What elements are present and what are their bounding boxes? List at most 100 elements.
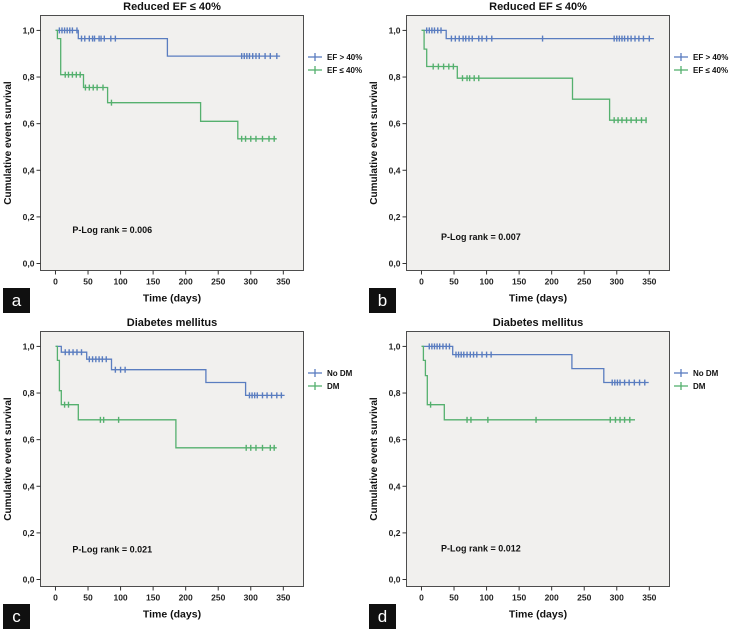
survival-curve <box>421 345 635 421</box>
x-tick-label: 250 <box>211 593 225 603</box>
chart-title: Diabetes mellitus <box>493 317 583 329</box>
y-tick-label: 0,8 <box>389 388 401 398</box>
y-tick-label: 1,0 <box>23 341 35 351</box>
y-tick-label: 0,4 <box>389 481 401 491</box>
legend-label: No DM <box>693 369 719 378</box>
y-tick-label: 0,8 <box>23 72 35 82</box>
km-chart-reduced-ef-2: 0 50 100 150 200 250 300 350 0,0 0,2 0,4 0,6 0,8 1,0 R… <box>369 1 728 305</box>
survival-curve <box>55 345 277 449</box>
p-value-annotation: P-Log rank = 0.007 <box>441 232 521 242</box>
x-tick-label: 50 <box>449 593 459 603</box>
y-tick-label: 0,6 <box>389 119 401 129</box>
survival-curve <box>421 345 649 384</box>
x-tick-label: 250 <box>211 277 225 287</box>
km-chart-diabetes-2: 0 50 100 150 200 250 300 350 0,0 0,2 0,4 0,6 0,8 1,0 D… <box>369 317 719 621</box>
y-tick-label: 0,2 <box>23 212 35 222</box>
y-tick-label: 0,8 <box>389 72 401 82</box>
legend-label: DM <box>327 382 340 391</box>
panel-letter-badge: a <box>3 288 30 313</box>
x-tick-label: 50 <box>83 277 93 287</box>
chart-title: Diabetes mellitus <box>127 317 217 329</box>
y-tick-label: 0,0 <box>23 259 35 269</box>
x-axis-label: Time (days) <box>143 293 201 305</box>
x-tick-label: 50 <box>449 277 459 287</box>
x-tick-label: 0 <box>419 277 424 287</box>
x-tick-label: 100 <box>113 593 127 603</box>
x-tick-label: 350 <box>276 593 290 603</box>
plot-area <box>40 331 304 587</box>
legend-label: EF > 40% <box>693 53 728 62</box>
x-tick-label: 50 <box>83 593 93 603</box>
p-value-annotation: P-Log rank = 0.006 <box>72 225 152 235</box>
p-value-annotation: P-Log rank = 0.012 <box>441 544 521 554</box>
survival-curve <box>55 345 285 397</box>
chart-title: Reduced EF ≤ 40% <box>123 1 221 13</box>
y-tick-label: 0,0 <box>389 575 401 585</box>
y-tick-label: 0,4 <box>23 481 35 491</box>
panel-c: 0 50 100 150 200 250 300 350 0,0 0,2 0,4 0,6 0,8 1,0 D… <box>0 316 366 631</box>
x-axis-label: Time (days) <box>509 609 567 621</box>
y-tick-label: 0,6 <box>389 435 401 445</box>
x-axis-label: Time (days) <box>143 609 201 621</box>
y-axis-label: Cumulative event survival <box>3 397 14 521</box>
x-axis-label: Time (days) <box>509 293 567 305</box>
y-tick-label: 0,4 <box>23 165 35 175</box>
legend-label: EF ≤ 40% <box>327 66 362 75</box>
y-tick-label: 0,2 <box>389 212 401 222</box>
x-tick-label: 150 <box>512 277 526 287</box>
legend-label: DM <box>693 382 706 391</box>
x-tick-label: 200 <box>545 277 559 287</box>
panel-d: 0 50 100 150 200 250 300 350 0,0 0,2 0,4 0,6 0,8 1,0 D… <box>366 316 732 631</box>
y-tick-label: 1,0 <box>23 25 35 35</box>
x-tick-label: 200 <box>545 593 559 603</box>
y-tick-label: 0,8 <box>23 388 35 398</box>
y-axis-label: Cumulative event survival <box>369 81 380 205</box>
panel-b: 0 50 100 150 200 250 300 350 0,0 0,2 0,4 0,6 0,8 1,0 R… <box>366 0 732 315</box>
panel-letter-badge: c <box>3 604 30 629</box>
survival-curve <box>421 29 647 121</box>
legend-label: EF > 40% <box>327 53 362 62</box>
x-tick-label: 300 <box>244 593 258 603</box>
x-tick-label: 150 <box>146 593 160 603</box>
x-tick-label: 150 <box>146 277 160 287</box>
panel-a: 0 50 100 150 200 250 300 350 0,0 0,2 0,4 0,6 0,8 1,0 R… <box>0 0 366 315</box>
y-tick-label: 0,4 <box>389 165 401 175</box>
x-tick-label: 350 <box>642 277 656 287</box>
x-tick-label: 100 <box>479 277 493 287</box>
x-tick-label: 0 <box>419 593 424 603</box>
km-chart-diabetes-1: 0 50 100 150 200 250 300 350 0,0 0,2 0,4 0,6 0,8 1,0 D… <box>3 317 353 621</box>
x-tick-label: 0 <box>53 593 58 603</box>
y-tick-label: 0,2 <box>389 528 401 538</box>
y-axis-label: Cumulative event survival <box>3 81 14 205</box>
chart-title: Reduced EF ≤ 40% <box>489 1 587 13</box>
x-tick-label: 200 <box>179 593 193 603</box>
y-tick-label: 0,6 <box>23 119 35 129</box>
y-tick-label: 0,0 <box>389 259 401 269</box>
survival-curve <box>55 29 281 57</box>
plot-area <box>406 15 670 271</box>
x-tick-label: 350 <box>642 593 656 603</box>
x-tick-label: 150 <box>512 593 526 603</box>
plot-area <box>406 331 670 587</box>
x-tick-label: 300 <box>610 277 624 287</box>
x-tick-label: 200 <box>179 277 193 287</box>
x-tick-label: 300 <box>610 593 624 603</box>
survival-curve <box>55 29 277 140</box>
panel-letter-badge: d <box>369 604 396 629</box>
x-tick-label: 100 <box>113 277 127 287</box>
x-tick-label: 250 <box>577 277 591 287</box>
x-tick-label: 350 <box>276 277 290 287</box>
x-tick-label: 300 <box>244 277 258 287</box>
km-chart-reduced-ef-1: 0 50 100 150 200 250 300 350 0,0 0,2 0,4 0,6 0,8 1,0 R… <box>3 1 362 305</box>
x-tick-label: 100 <box>479 593 493 603</box>
legend-label: EF ≤ 40% <box>693 66 728 75</box>
y-axis-label: Cumulative event survival <box>369 397 380 521</box>
y-tick-label: 0,6 <box>23 435 35 445</box>
x-tick-label: 250 <box>577 593 591 603</box>
panel-letter-badge: b <box>369 288 396 313</box>
y-tick-label: 0,0 <box>23 575 35 585</box>
y-tick-label: 0,2 <box>23 528 35 538</box>
p-value-annotation: P-Log rank = 0.021 <box>72 545 152 555</box>
legend-label: No DM <box>327 369 353 378</box>
